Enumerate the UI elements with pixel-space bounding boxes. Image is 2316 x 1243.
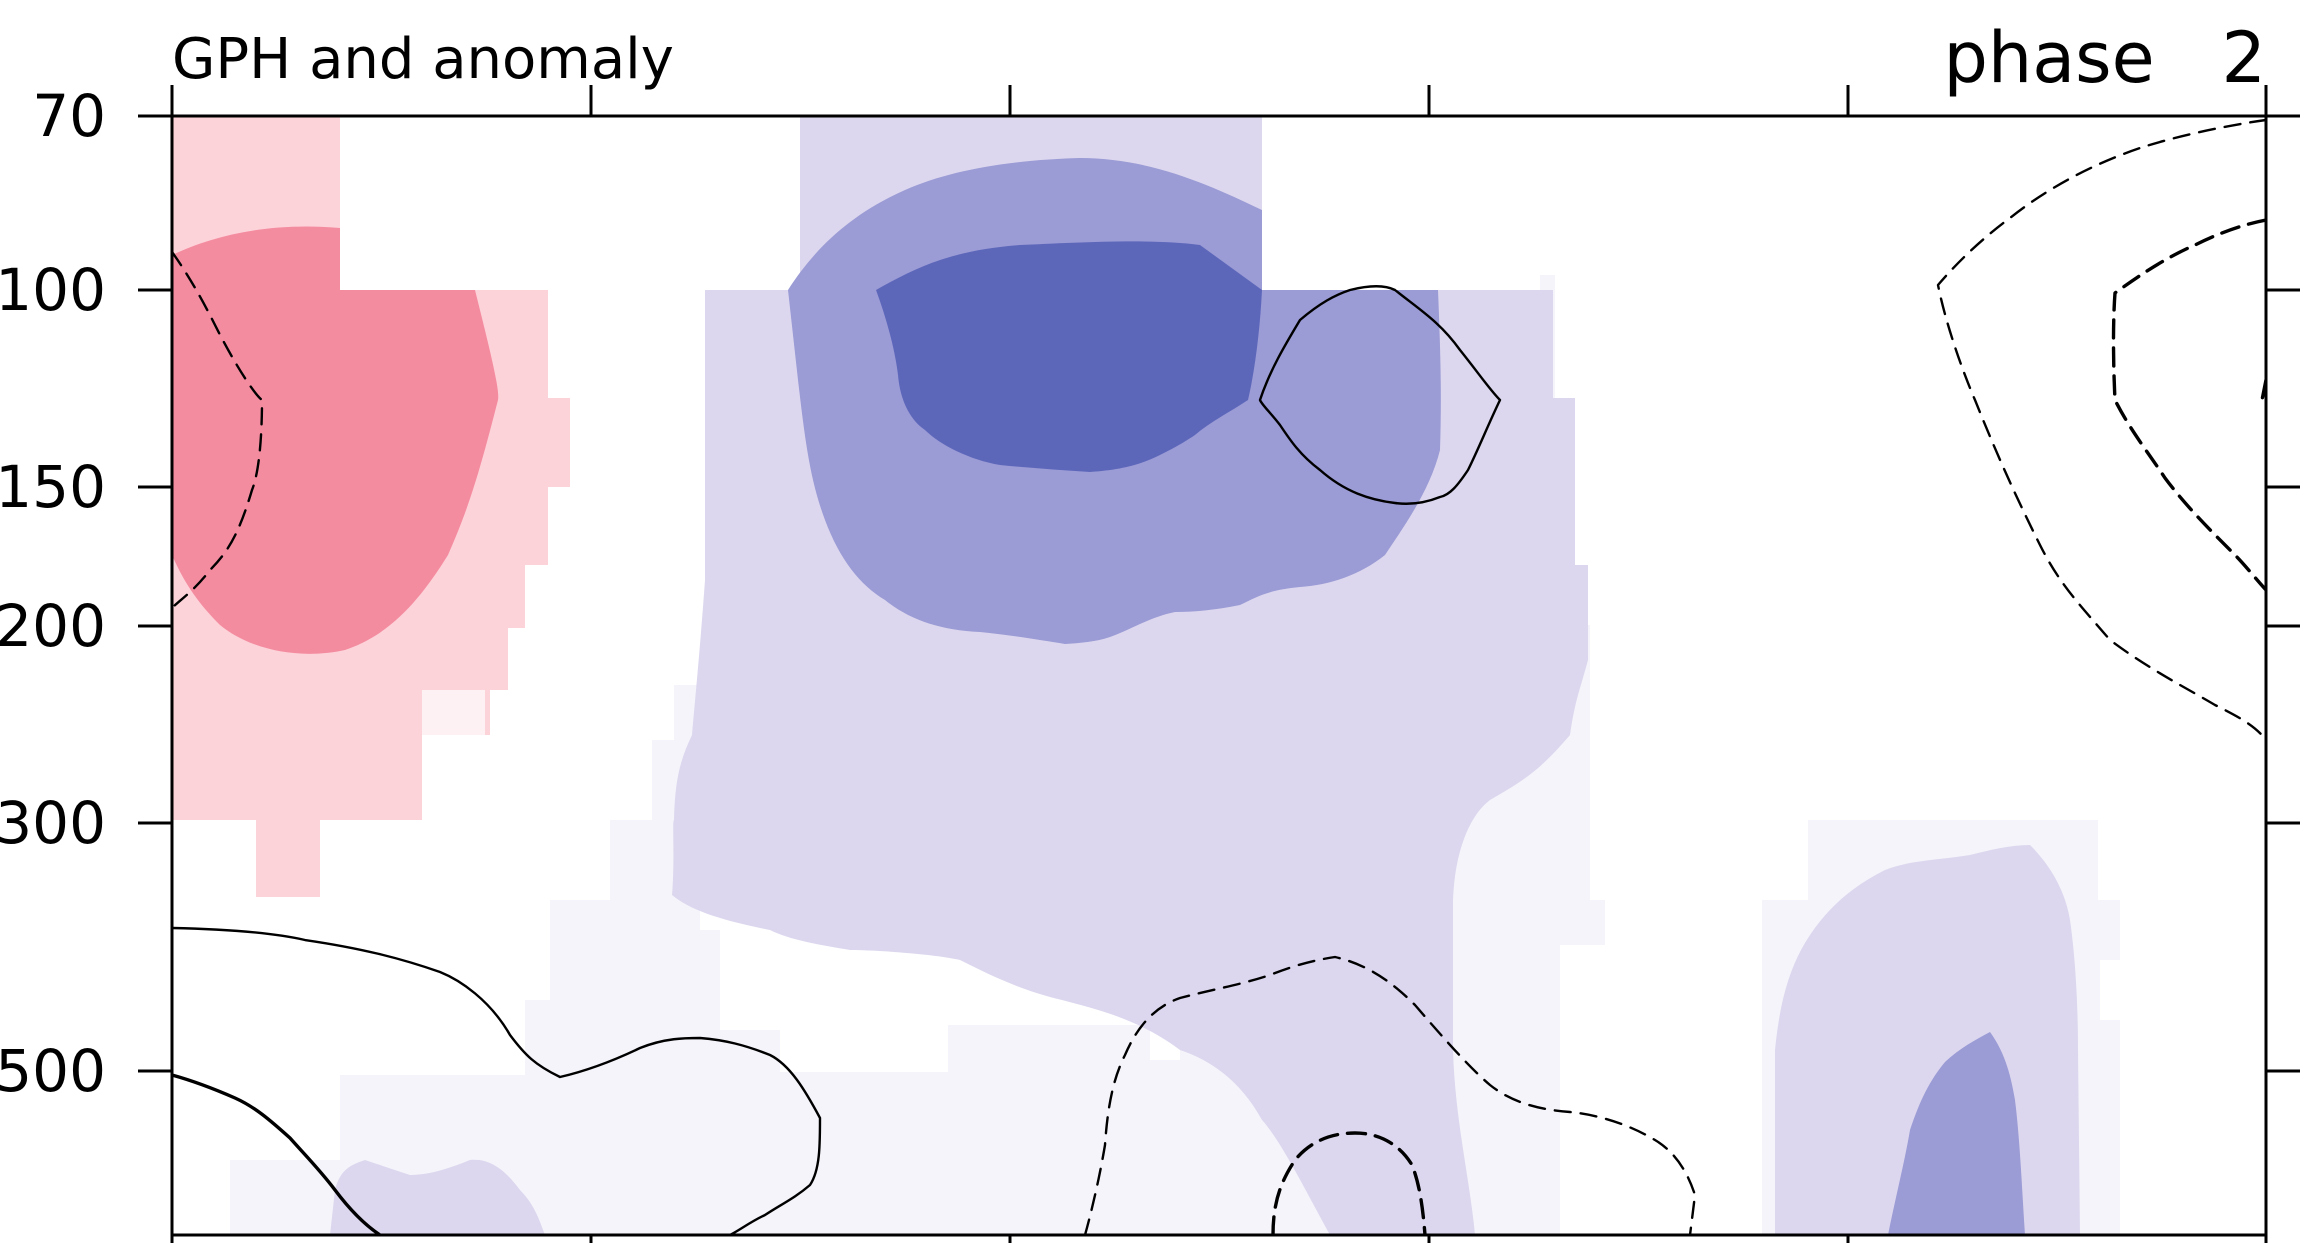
y-tick-label: 70: [32, 82, 106, 150]
plot-area: [172, 115, 2266, 1235]
x-ticks: [170, 85, 2268, 1243]
axes: [170, 114, 2268, 1243]
y-tick-label: 150: [0, 453, 106, 521]
contour-lines: [172, 118, 2266, 1235]
shade-strong-negative: [876, 241, 1262, 472]
contour-dashed-right-inner: [2111, 218, 2266, 592]
contour-dashed-bottom-dome: [1271, 1131, 1427, 1235]
shade-strong-positive: [172, 226, 499, 654]
chart-title-left: GPH and anomaly: [172, 27, 674, 92]
shade-moderate-negative-bottom-right: [1888, 1032, 2025, 1235]
contour-solid-bottom-left-thin: [172, 926, 822, 1235]
contour-solid-loop: [1258, 285, 1502, 505]
shade-weak-positive: [422, 690, 485, 735]
contour-dashed-bottom-center: [1083, 955, 1697, 1235]
y-tick-label: 100: [0, 256, 106, 324]
y-tick-labels: 70 100 150 200 300 500: [0, 82, 106, 1105]
y-tick-label: 200: [0, 592, 106, 660]
y-ticks: [138, 114, 2300, 1073]
contour-dashed-left: [172, 250, 264, 610]
contour-dashed-right-outer: [1936, 118, 2266, 742]
shade-negative-bottom-left: [330, 1159, 545, 1235]
y-tick-label: 300: [0, 789, 106, 857]
y-tick-label: 500: [0, 1037, 106, 1105]
chart-title-right: phase 2: [1943, 17, 2266, 99]
shade-weak-negative: [230, 275, 1605, 1235]
contour-solid-bottom-left-thick: [172, 1073, 382, 1235]
